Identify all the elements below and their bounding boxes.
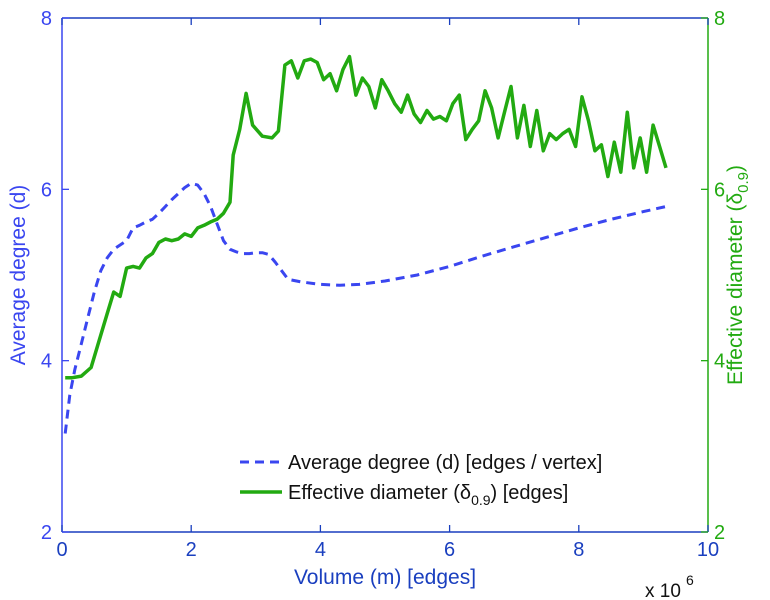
series-line-1 [65,54,668,380]
left-y-tick-label: 8 [41,8,52,30]
right-y-tick-label: 6 [714,179,725,201]
x-tick-label: 8 [573,539,584,561]
axes-frame [61,17,709,533]
x-exponent-base: x 10 [645,581,681,600]
right-y-axis-title-suffix: ) [724,165,747,172]
x-tick-label: 0 [56,539,67,561]
right-y-tick-label: 4 [714,351,725,373]
right-y-tick-label: 8 [714,8,725,30]
right-y-axis-title: Effective diameter (δ0.9) [724,165,752,385]
plot-lines [63,54,668,434]
legend-label-effective-diameter-suffix: ) [edges] [491,482,569,504]
right-y-tick-label: 2 [714,522,725,544]
right-y-axis-title-prefix: Effective diameter (δ [724,193,747,385]
legend-label-effective-diameter: Effective diameter (δ0.9) [edges] [288,482,568,508]
x-tick-label: 4 [315,539,326,561]
legend: Average degree (d) [edges / vertex] Effe… [240,452,602,508]
legend-label-average-degree: Average degree (d) [edges / vertex] [288,452,602,474]
x-tick-label: 2 [186,539,197,561]
left-y-tick-label: 2 [41,522,52,544]
legend-label-effective-diameter-prefix: Effective diameter (δ [288,482,471,504]
x-exponent-power: 6 [686,572,694,588]
x-exponent: x 10 6 [645,572,694,600]
left-y-axis-title: Average degree (d) [7,185,30,366]
x-tick-label: 6 [444,539,455,561]
series-line-0 [63,181,667,434]
right-y-axis-title-subscript: 0.9 [735,172,752,193]
left-y-tick-label: 6 [41,179,52,201]
left-y-tick-label: 4 [41,351,52,373]
x-tick-label: 10 [697,539,719,561]
x-axis-title: Volume (m) [edges] [294,566,476,589]
legend-label-effective-diameter-subscript: 0.9 [471,492,491,508]
